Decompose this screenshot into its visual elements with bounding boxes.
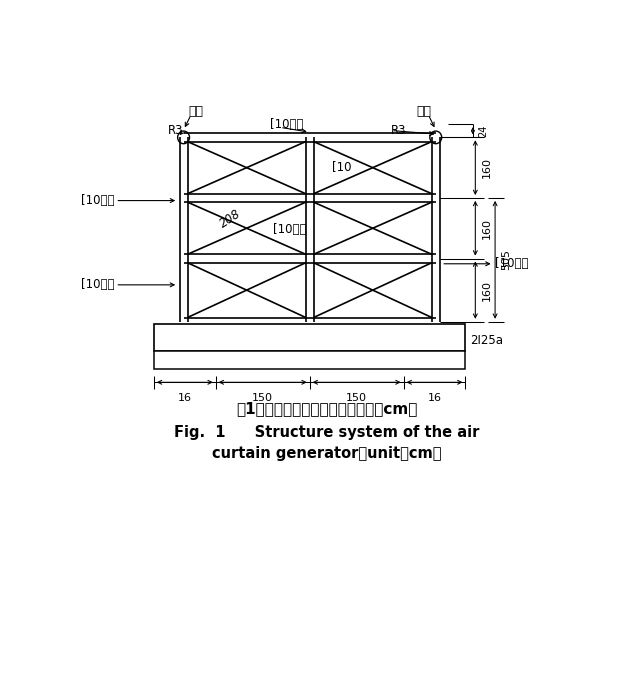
Text: 150: 150 [346,393,367,403]
Text: [10骨架: [10骨架 [270,118,304,131]
Text: 160: 160 [482,157,492,178]
Text: curtain generator（unit；cm）: curtain generator（unit；cm） [212,446,441,461]
Text: 图1　气幕发生器框架结构（单位；cm）: 图1 气幕发生器框架结构（单位；cm） [236,401,418,416]
Text: 16: 16 [178,393,192,403]
Text: R3: R3 [168,124,184,137]
Text: 150: 150 [252,393,273,403]
Text: 吊环: 吊环 [416,105,431,118]
Text: 505: 505 [501,250,512,270]
Text: 吊环: 吊环 [188,105,204,118]
Text: [10骨架: [10骨架 [495,257,529,270]
Text: 208: 208 [218,207,244,231]
Text: 160: 160 [482,218,492,239]
Text: 160: 160 [482,280,492,301]
Text: [10骨架: [10骨架 [81,194,114,207]
Text: R3: R3 [391,124,407,137]
Text: 2I25a: 2I25a [470,334,503,347]
Text: 16: 16 [427,393,441,403]
Text: 24: 24 [478,124,488,137]
Text: [10骨架: [10骨架 [272,223,306,236]
Bar [154,351,466,369]
Bar [154,324,466,351]
Text: Fig. 1  Structure system of the air: Fig. 1 Structure system of the air [174,425,480,440]
Text: [10骨架: [10骨架 [81,278,114,291]
Text: [10: [10 [332,160,352,173]
